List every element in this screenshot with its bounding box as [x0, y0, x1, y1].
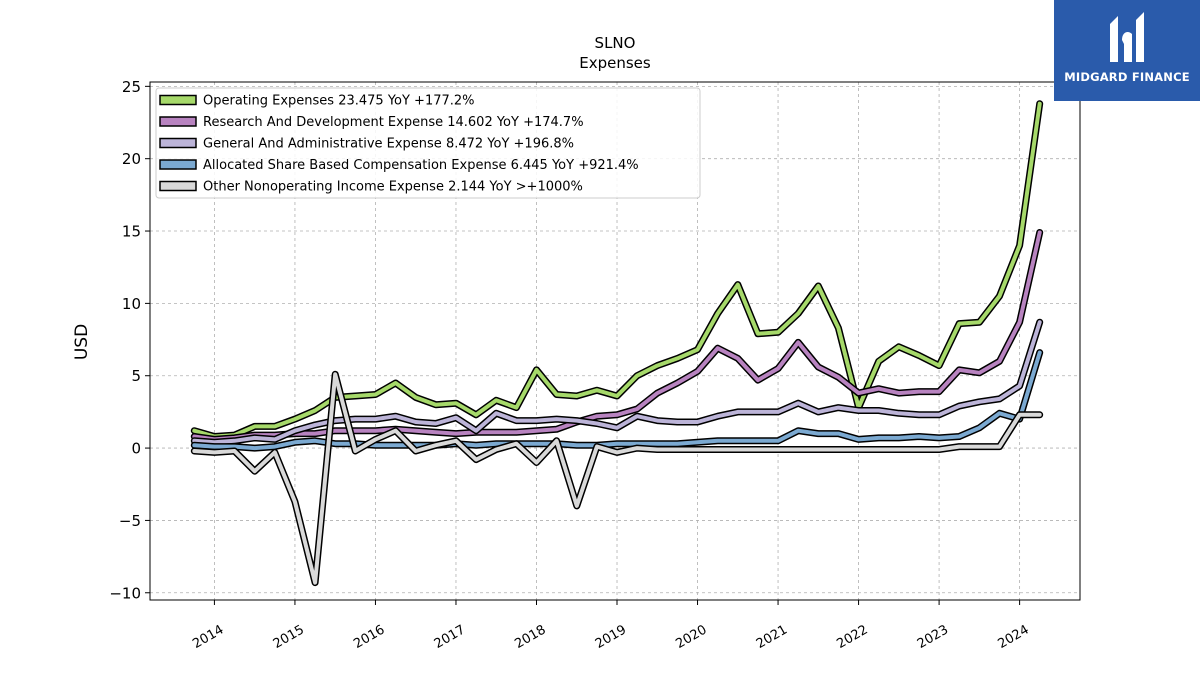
x-tick-label: 2018 — [512, 622, 548, 652]
legend-swatch — [159, 137, 197, 149]
series-line-other-nonoperating-income-expense — [192, 372, 1042, 585]
x-tick-label: 2015 — [271, 622, 307, 652]
x-tick-label: 2016 — [351, 622, 387, 652]
x-tick-label: 2021 — [754, 622, 790, 652]
x-tick-label: 2014 — [190, 622, 226, 652]
series-line-allocated-share-based-compensation-expense — [192, 350, 1042, 451]
logo-text: MIDGARD FINANCE — [1064, 70, 1190, 84]
y-tick-label: 5 — [131, 367, 141, 385]
series-line-general-and-administrative-expense — [192, 320, 1042, 445]
y-tick-label: −10 — [109, 584, 141, 602]
series-line-research-and-development-expense — [192, 230, 1042, 442]
y-tick-label: 20 — [122, 150, 141, 168]
logo-mark-icon — [1110, 12, 1144, 62]
legend-swatch — [159, 116, 197, 127]
legend-swatch — [159, 180, 197, 192]
x-tick-label: 2017 — [432, 622, 468, 652]
chart-subtitle: Expenses — [579, 54, 651, 72]
legend-entry: Operating Expenses 23.475 YoY +177.2% — [203, 94, 475, 109]
y-axis-label: USD — [72, 324, 92, 360]
x-tick-label: 2022 — [834, 622, 870, 652]
x-axis: 2014 2015 2016 2017 2018 2019 2020 2021 2022 2023… — [190, 600, 1032, 652]
y-tick-label: 0 — [131, 440, 141, 458]
chart-title: SLNO — [595, 34, 636, 52]
brand-logo: MIDGARD FINANCE — [1054, 0, 1200, 101]
legend-entry: Research And Development Expense 14.602 … — [203, 115, 584, 130]
legend-entry: General And Administrative Expense 8.472… — [203, 137, 574, 152]
plot-frame — [149, 81, 1081, 601]
y-tick-label: 10 — [122, 295, 141, 313]
x-tick-label: 2019 — [593, 622, 629, 652]
x-tick-label: 2023 — [915, 622, 951, 652]
y-tick-label: 15 — [122, 223, 141, 241]
legend-entry: Allocated Share Based Compensation Expen… — [203, 158, 639, 173]
legend-entry: Other Nonoperating Income Expense 2.144 … — [203, 180, 583, 195]
x-tick-label: 2024 — [995, 622, 1031, 652]
legend-swatch — [159, 94, 197, 106]
y-axis: −10 −5 0 5 10 15 20 25 — [109, 78, 150, 602]
y-tick-label: −5 — [119, 512, 141, 530]
y-tick-label: 25 — [122, 78, 141, 96]
legend-swatch — [159, 159, 197, 170]
series-lines — [190, 100, 1044, 587]
legend: Operating Expenses 23.475 YoY +177.2% Res… — [155, 87, 701, 199]
x-tick-label: 2020 — [673, 622, 709, 652]
legend-box — [155, 87, 701, 199]
